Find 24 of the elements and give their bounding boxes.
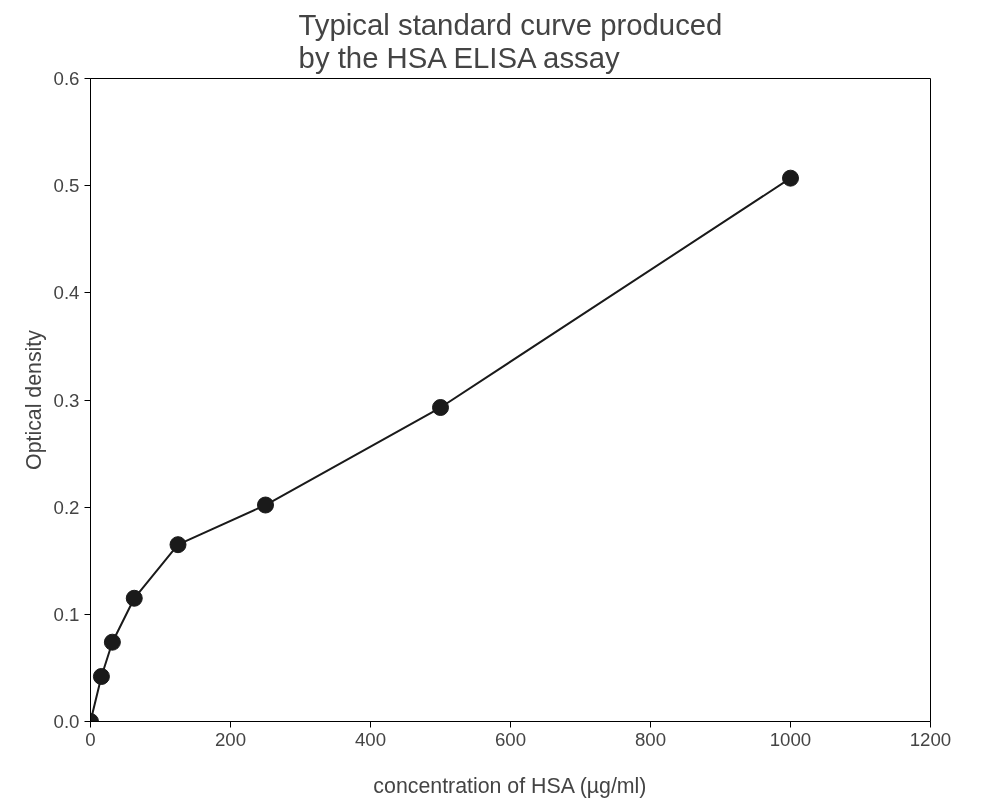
x-tick-label: 1000 (769, 728, 812, 750)
point (782, 169, 799, 187)
x-tick-label: 0 (85, 728, 96, 750)
x-tick-label: 400 (354, 728, 387, 750)
y-tick-label: 0.6 (53, 68, 80, 89)
point (103, 633, 121, 651)
point (169, 536, 187, 554)
x-axis-title: concentration of HSA (µg/ml) (373, 773, 647, 798)
y-tick-label: 0.5 (53, 175, 80, 197)
x-tick-label: 1200 (909, 728, 952, 750)
y-tick-label: 0.1 (53, 603, 80, 625)
point (92, 668, 110, 685)
y-axis-title: Optical density (21, 329, 46, 470)
point (125, 589, 143, 607)
point (257, 496, 274, 514)
x-tick-label: 200 (214, 728, 247, 750)
y-tick-label: 0.4 (53, 282, 80, 304)
point (432, 399, 449, 416)
chart-title: Typical standard curve produced by the HSA ELISA assay (298, 7, 723, 74)
x-tick-label: 800 (634, 728, 667, 750)
y-tick-label: 0.2 (53, 496, 80, 518)
y-tick-label: 0.3 (53, 389, 80, 411)
y-tick-label: 0.0 (53, 711, 80, 732)
x-tick-label: 600 (494, 728, 527, 750)
